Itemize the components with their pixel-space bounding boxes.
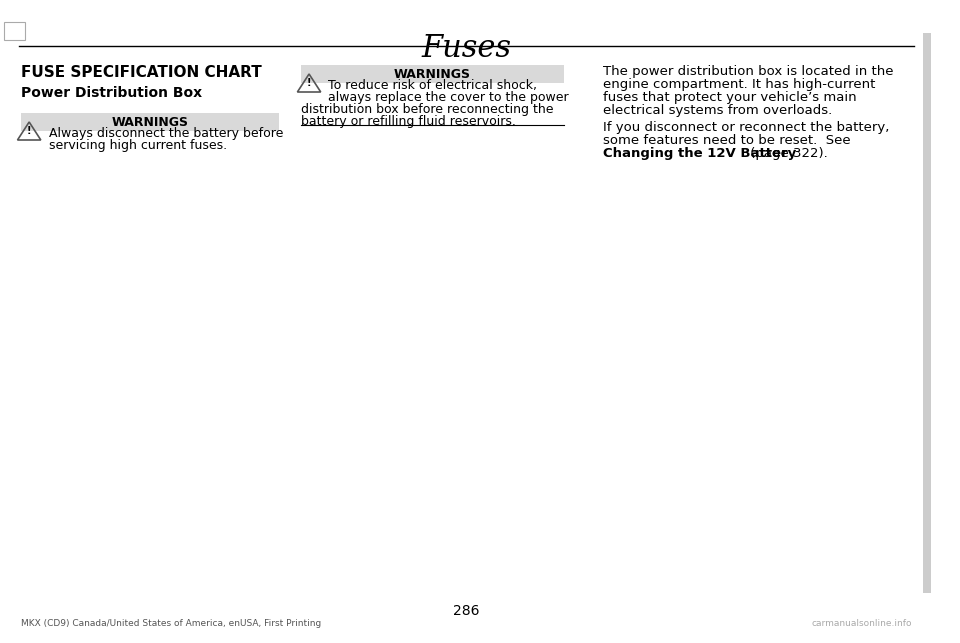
Text: The power distribution box is located in the: The power distribution box is located in… xyxy=(603,65,893,78)
Text: engine compartment. It has high-current: engine compartment. It has high-current xyxy=(603,78,875,91)
FancyBboxPatch shape xyxy=(301,65,564,83)
Text: If you disconnect or reconnect the battery,: If you disconnect or reconnect the batte… xyxy=(603,121,889,134)
Text: 286: 286 xyxy=(453,604,480,618)
Text: fuses that protect your vehicle’s main: fuses that protect your vehicle’s main xyxy=(603,91,856,104)
Text: electrical systems from overloads.: electrical systems from overloads. xyxy=(603,104,831,117)
Text: Power Distribution Box: Power Distribution Box xyxy=(21,86,203,100)
FancyBboxPatch shape xyxy=(21,113,279,131)
Text: FUSE SPECIFICATION CHART: FUSE SPECIFICATION CHART xyxy=(21,65,262,80)
Text: carmanualsonline.info: carmanualsonline.info xyxy=(811,619,912,628)
Text: always replace the cover to the power: always replace the cover to the power xyxy=(328,91,569,104)
Text: servicing high current fuses.: servicing high current fuses. xyxy=(49,139,227,152)
Text: some features need to be reset.  See: some features need to be reset. See xyxy=(603,134,851,147)
Text: To reduce risk of electrical shock,: To reduce risk of electrical shock, xyxy=(328,79,538,92)
Text: battery or refilling fluid reservoirs.: battery or refilling fluid reservoirs. xyxy=(301,115,516,128)
Text: WARNINGS: WARNINGS xyxy=(394,68,471,81)
Text: Changing the 12V Battery: Changing the 12V Battery xyxy=(603,147,796,160)
FancyBboxPatch shape xyxy=(4,22,25,40)
Text: Fuses: Fuses xyxy=(421,33,512,64)
Text: WARNINGS: WARNINGS xyxy=(111,116,189,129)
Text: (page 322).: (page 322). xyxy=(747,147,828,160)
Text: Always disconnect the battery before: Always disconnect the battery before xyxy=(49,127,283,140)
FancyBboxPatch shape xyxy=(924,33,931,593)
Text: MKX (CD9) Canada/United States of America, enUSA, First Printing: MKX (CD9) Canada/United States of Americ… xyxy=(21,619,322,628)
Text: distribution box before reconnecting the: distribution box before reconnecting the xyxy=(301,103,554,116)
Text: !: ! xyxy=(27,126,32,136)
Text: !: ! xyxy=(307,78,311,88)
